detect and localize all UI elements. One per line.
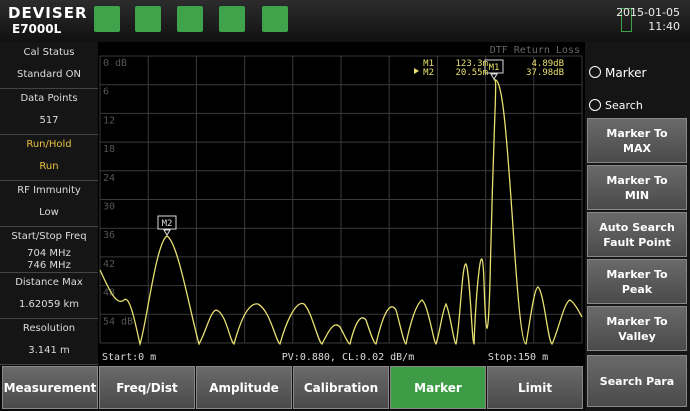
section-icon	[589, 99, 601, 111]
plot: 0 dB 6 12 18 24 30 36 42 48 54 dB DTF Return Loss S…	[98, 42, 585, 366]
center-label: PV:0.880, CL:0.02 dB/m	[282, 352, 414, 363]
status-value: 1.62059 km	[18, 299, 80, 310]
y-label: 12	[103, 115, 115, 126]
status-value: 517	[39, 115, 59, 126]
marker-flag-label: M2	[162, 219, 173, 229]
status-panel: Cal Status Standard ON Data Points 517 Run/H…	[0, 42, 98, 365]
trace	[99, 78, 583, 347]
section-title: Search	[605, 99, 643, 112]
menu-title: Marker	[605, 66, 647, 80]
time: 11:40	[648, 20, 680, 33]
soft-key[interactable]: Marker To Valley	[587, 306, 687, 351]
y-label: 6	[103, 87, 109, 98]
brand: DEVISER	[8, 4, 88, 22]
status-item: Distance Max 1.62059 km	[0, 272, 98, 319]
active-arrow	[414, 68, 419, 74]
y-label: 30	[103, 202, 115, 213]
brightness-icon[interactable]	[262, 6, 288, 32]
y-label: 36	[103, 230, 115, 241]
y-label: 0 dB	[103, 58, 127, 69]
status-label: Resolution	[22, 323, 76, 334]
marker-triangle	[163, 229, 171, 236]
status-item: RF Immunity Low	[0, 180, 98, 227]
status-label: Run/Hold	[26, 139, 72, 150]
status-label: Distance Max	[15, 277, 83, 288]
stop-label: Stop:150 m	[488, 352, 548, 363]
status-label: Start/Stop Freq	[11, 231, 87, 242]
tab[interactable]: Limit	[487, 366, 583, 409]
clock: 2015-01-05 11:40	[616, 6, 680, 34]
status-label: Cal Status	[23, 47, 75, 58]
menu-title-icon	[589, 66, 601, 78]
y-label: 42	[103, 259, 115, 270]
status-item: Data Points 517	[0, 88, 98, 135]
y-label: 54 dB	[103, 316, 133, 327]
soft-key[interactable]: Marker To MAX	[587, 118, 687, 163]
fullscreen-icon[interactable]	[135, 6, 161, 32]
top-bar: DEVISER E7000L 2015-01-05 11:40	[0, 0, 690, 42]
marker-flag-label: M1	[489, 63, 500, 73]
tab[interactable]: Calibration	[293, 366, 389, 409]
marker-position: 123.3m	[455, 59, 488, 69]
battery-icon	[621, 8, 632, 32]
soft-key[interactable]: Marker To Peak	[587, 259, 687, 304]
status-item: Start/Stop Freq 704 MHz 746 MHz	[0, 226, 98, 273]
date: 2015-01-05	[616, 6, 680, 19]
status-value: 746 MHz	[27, 260, 71, 271]
marker-level: 37.98dB	[526, 68, 564, 78]
status-label: Data Points	[20, 93, 78, 104]
y-label: 48	[103, 288, 115, 299]
marker-triangle	[490, 73, 498, 80]
status-value: 704 MHz	[27, 248, 71, 259]
status-item: Resolution 3.141 m	[0, 318, 98, 365]
status-item: Cal Status Standard ON	[0, 42, 98, 89]
status-value: 3.141 m	[28, 345, 70, 356]
status-value: Standard ON	[16, 69, 82, 80]
status-item: Run/Hold Run	[0, 134, 98, 181]
marker-flag	[484, 59, 504, 74]
model: E7000L	[12, 22, 62, 36]
plot-title: DTF Return Loss	[490, 45, 580, 56]
y-label: 18	[103, 144, 115, 155]
soft-key[interactable]: Search Para	[587, 355, 687, 407]
status-value: Low	[39, 207, 59, 218]
tab[interactable]: Measurement	[2, 366, 98, 409]
soft-key-panel: Marker Search Marker To MAX Marker To MIN Au…	[585, 42, 690, 411]
status-value: Run	[39, 161, 59, 172]
start-label: Start:0 m	[102, 352, 156, 363]
save-icon[interactable]	[219, 6, 245, 32]
tab[interactable]: Amplitude	[196, 366, 292, 409]
home-icon[interactable]	[94, 6, 120, 32]
marker-name: M1	[423, 59, 434, 69]
tab[interactable]: Freq/Dist	[99, 366, 195, 409]
camera-icon[interactable]	[177, 6, 203, 32]
status-label: RF Immunity	[17, 185, 81, 196]
soft-key[interactable]: Marker To MIN	[587, 165, 687, 210]
marker-name: M2	[423, 68, 434, 78]
marker-flag	[157, 215, 177, 230]
marker-position: 20.55m	[455, 68, 488, 78]
tab[interactable]: Marker	[390, 366, 486, 409]
y-label: 24	[103, 173, 115, 184]
marker-level: 4.89dB	[531, 59, 564, 69]
soft-key[interactable]: Auto Search Fault Point	[587, 212, 687, 257]
